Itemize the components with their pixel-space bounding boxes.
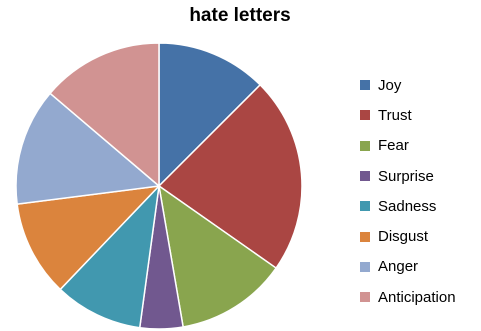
- legend-swatch-fear: [360, 140, 370, 151]
- legend-item-fear: Fear: [360, 131, 478, 161]
- pie-slice-trust: [158, 84, 303, 269]
- legend-item-sadness: Sadness: [360, 191, 478, 221]
- pie-slice-anger: [15, 92, 160, 205]
- legend-item-disgust: Disgust: [360, 221, 478, 251]
- legend-swatch-disgust: [360, 231, 370, 242]
- pie-slice-disgust: [16, 185, 160, 291]
- pie-slice-fear: [158, 185, 277, 328]
- legend-swatch-anticipation: [360, 292, 370, 303]
- legend-label-anticipation: Anticipation: [378, 288, 456, 306]
- legend-item-surprise: Surprise: [360, 161, 478, 191]
- legend-label-anger: Anger: [378, 258, 419, 276]
- legend-item-anger: Anger: [360, 252, 478, 282]
- legend-label-fear: Fear: [378, 137, 409, 155]
- chart-legend: Joy Trust Fear Surprise Sadness Disgust Anger A…: [360, 70, 478, 312]
- legend-label-disgust: Disgust: [378, 228, 429, 246]
- legend-swatch-sadness: [360, 201, 370, 212]
- legend-item-trust: Trust: [360, 100, 478, 130]
- legend-item-joy: Joy: [360, 70, 478, 100]
- pie-slice-joy: [158, 42, 261, 187]
- legend-label-joy: Joy: [378, 76, 402, 94]
- pie-slice-sadness: [59, 185, 160, 329]
- legend-label-trust: Trust: [378, 106, 412, 124]
- legend-label-sadness: Sadness: [378, 197, 437, 215]
- legend-label-surprise: Surprise: [378, 167, 434, 185]
- chart-title: hate letters: [189, 5, 291, 26]
- legend-item-anticipation: Anticipation: [360, 282, 478, 312]
- pie-slice-anticipation: [49, 42, 160, 187]
- legend-swatch-surprise: [360, 171, 370, 182]
- legend-swatch-joy: [360, 80, 370, 91]
- legend-swatch-anger: [360, 261, 370, 272]
- legend-swatch-trust: [360, 110, 370, 121]
